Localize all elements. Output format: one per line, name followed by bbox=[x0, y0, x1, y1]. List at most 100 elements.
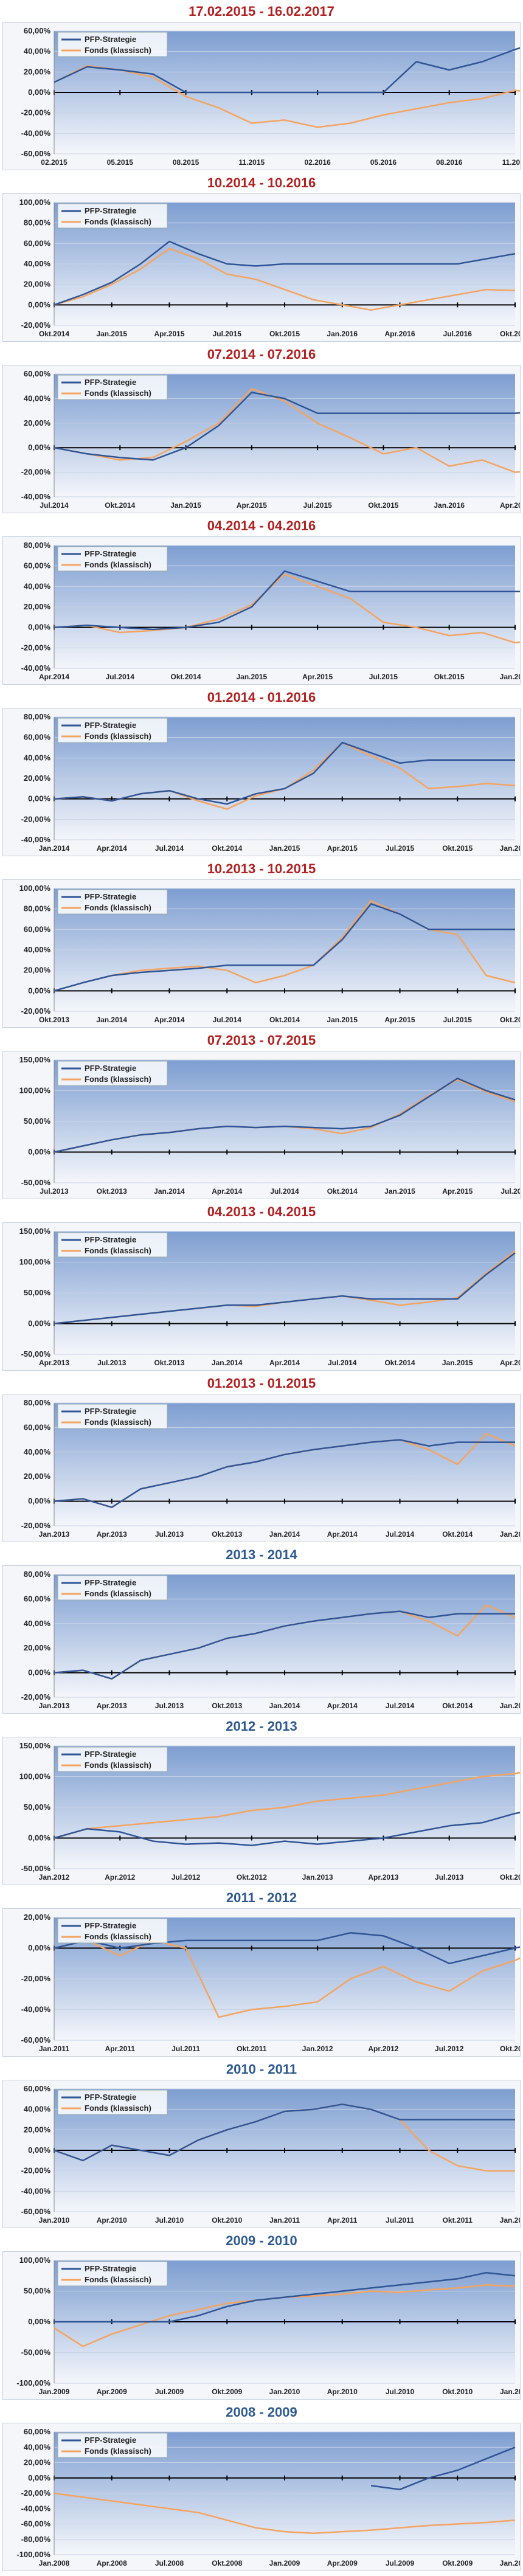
y-tick-label: -20,00% bbox=[21, 2488, 51, 2498]
chart-panel: 07.2014 - 07.2016 60,00% 40,00% 20,00% 0,00%… bbox=[0, 347, 523, 518]
x-tick-label: Apr.2010 bbox=[97, 2216, 127, 2225]
x-tick-label: Okt.2015 bbox=[434, 673, 465, 681]
x-tick-label: Jul.2016 bbox=[443, 330, 473, 338]
chart-panel: 04.2013 - 04.2015 150,00% 100,00% 50,00% 0,0… bbox=[0, 1204, 523, 1376]
x-tick-label: Jul.2012 bbox=[435, 2045, 464, 2053]
chart-panel: 10.2014 - 10.2016 100,00% 80,00% 60,00% 40,0… bbox=[0, 175, 523, 347]
legend-label: Fonds (klassisch) bbox=[85, 2275, 151, 2284]
chart-title: 17.02.2015 - 16.02.2017 bbox=[189, 4, 334, 19]
chart-panel: 2009 - 2010 100,00% 50,00% 0,00% -50,00% -100… bbox=[0, 2233, 523, 2405]
x-tick-label: Okt.2015 bbox=[269, 330, 300, 338]
y-tick-label: 40,00% bbox=[24, 47, 51, 56]
chart-svg: 80,00% 60,00% 40,00% 20,00% 0,00% -20,00% -40,… bbox=[21, 712, 520, 853]
legend-box bbox=[57, 1575, 168, 1601]
x-tick-label: Jul.2015 bbox=[303, 501, 332, 510]
x-tick-label: Apr.2011 bbox=[105, 2045, 136, 2053]
legend-box bbox=[57, 1404, 168, 1429]
x-tick-label: Apr.2016 bbox=[384, 330, 415, 338]
legend-label: Fonds (klassisch) bbox=[85, 560, 151, 569]
chart-title: 07.2013 - 07.2015 bbox=[207, 1033, 316, 1048]
y-tick-label: -40,00% bbox=[21, 2504, 51, 2513]
chart-frame: 150,00% 100,00% 50,00% 0,00% -50,00% Jan.2012… bbox=[2, 1737, 521, 1885]
x-tick-label: Apr.2014 bbox=[269, 1359, 300, 1367]
legend-box bbox=[57, 546, 168, 572]
chart-frame: 80,00% 60,00% 40,00% 20,00% 0,00% -20,00% -40,… bbox=[2, 536, 521, 685]
x-tick-label: Jan.2014 bbox=[269, 1702, 300, 1710]
chart-title: 2008 - 2009 bbox=[226, 2405, 297, 2420]
y-tick-label: 0,00% bbox=[28, 1148, 50, 1157]
legend-label: PFP-Strategie bbox=[85, 1407, 136, 1416]
y-tick-label: -20,00% bbox=[21, 108, 51, 117]
y-tick-label: 20,00% bbox=[24, 1643, 51, 1652]
y-tick-label: 0,00% bbox=[28, 2473, 50, 2482]
x-tick-label: Jan.2012 bbox=[39, 1873, 70, 1882]
y-tick-label: 60,00% bbox=[24, 1422, 51, 1432]
series-line-pfp-strategie bbox=[54, 240, 516, 306]
x-tick-label: Okt.2011 bbox=[237, 2045, 267, 2053]
chart-frame: 80,00% 60,00% 40,00% 20,00% 0,00% -20,00% Jan.… bbox=[2, 1394, 521, 1542]
x-tick-label: Jul.2014 bbox=[213, 1016, 242, 1024]
y-tick-label: 0,00% bbox=[28, 794, 50, 803]
series-line-pfp-strategie bbox=[54, 570, 520, 631]
chart-frame: 80,00% 60,00% 40,00% 20,00% 0,00% -20,00% Jan.… bbox=[2, 1565, 521, 1714]
series-line-fonds-klassisch bbox=[54, 2492, 516, 2534]
legend-box bbox=[57, 1232, 168, 1258]
legend-label: Fonds (klassisch) bbox=[85, 1761, 151, 1770]
x-tick-label: Jul.2014 bbox=[106, 673, 135, 681]
legend-label: Fonds (klassisch) bbox=[85, 732, 151, 741]
x-tick-label: Apr.2011 bbox=[327, 2216, 358, 2225]
x-tick-label: Okt.2013 bbox=[500, 1873, 520, 1882]
y-tick-label: 60,00% bbox=[24, 369, 51, 378]
legend-box bbox=[57, 375, 168, 400]
y-tick-label: 100,00% bbox=[19, 884, 51, 893]
legend-label: Fonds (klassisch) bbox=[85, 1932, 151, 1941]
y-tick-label: -20,00% bbox=[21, 1521, 51, 1530]
x-tick-label: Jan.2008 bbox=[39, 2559, 70, 2567]
x-tick-label: 05.2015 bbox=[107, 158, 134, 167]
chart-title: 10.2014 - 10.2016 bbox=[207, 175, 316, 190]
x-tick-label: Okt.2014 bbox=[442, 1702, 473, 1710]
x-tick-label: Okt.2012 bbox=[500, 2045, 520, 2053]
legend-label: PFP-Strategie bbox=[85, 1235, 136, 1244]
y-tick-label: 20,00% bbox=[24, 602, 51, 611]
chart-frame: 20,00% 0,00% -20,00% -40,00% -60,00% Jan.2011… bbox=[2, 1908, 521, 2057]
legend-box bbox=[57, 203, 168, 229]
y-tick-label: -40,00% bbox=[21, 2005, 51, 2014]
chart-svg: 100,00% 80,00% 60,00% 40,00% 20,00% 0,00% -20,… bbox=[19, 198, 520, 338]
chart-frame: 60,00% 40,00% 20,00% 0,00% -20,00% -40,00% -60… bbox=[2, 2423, 521, 2571]
y-tick-label: -20,00% bbox=[21, 1974, 51, 1983]
x-tick-label: Jan.2015 bbox=[384, 1187, 415, 1196]
x-tick-label: Jan.2014 bbox=[39, 844, 70, 853]
x-tick-label: 11.2016 bbox=[502, 158, 520, 167]
series-line-pfp-strategie bbox=[54, 1252, 516, 1324]
y-tick-label: -40,00% bbox=[21, 128, 51, 137]
chart-panel: 17.02.2015 - 16.02.2017 60,00% 40,00% 20,00… bbox=[0, 4, 523, 175]
chart-frame: 80,00% 60,00% 40,00% 20,00% 0,00% -20,00% -40,… bbox=[2, 708, 521, 856]
x-tick-label: Apr.2015 bbox=[384, 1016, 415, 1024]
y-tick-label: 60,00% bbox=[24, 561, 51, 570]
x-tick-label: Okt.2014 bbox=[212, 844, 242, 853]
x-tick-label: Jan.2015 bbox=[96, 330, 127, 338]
x-tick-label: Okt.2013 bbox=[39, 1016, 69, 1024]
legend-label: Fonds (klassisch) bbox=[85, 2446, 151, 2456]
x-tick-label: Apr.2013 bbox=[97, 1530, 127, 1539]
x-tick-label: Apr.2010 bbox=[327, 2387, 358, 2396]
y-tick-label: 60,00% bbox=[24, 2084, 51, 2093]
y-tick-label: 0,00% bbox=[28, 986, 50, 995]
x-tick-label: Jan.2013 bbox=[39, 1530, 70, 1539]
x-tick-label: 11.2015 bbox=[238, 158, 265, 167]
chart-panel: 04.2014 - 04.2016 80,00% 60,00% 40,00% 20,00… bbox=[0, 518, 523, 690]
x-tick-label: Apr.2015 bbox=[302, 673, 333, 681]
x-tick-label: Jul.2015 bbox=[369, 673, 398, 681]
y-tick-label: -40,00% bbox=[21, 663, 51, 673]
series-line-pfp-strategie bbox=[54, 1812, 520, 1846]
y-tick-label: 0,00% bbox=[28, 1833, 50, 1843]
y-tick-label: 0,00% bbox=[28, 1944, 50, 1953]
chart-title: 04.2013 - 04.2015 bbox=[207, 1204, 316, 1219]
y-tick-label: -60,00% bbox=[21, 149, 51, 158]
y-tick-label: -20,00% bbox=[21, 814, 51, 823]
